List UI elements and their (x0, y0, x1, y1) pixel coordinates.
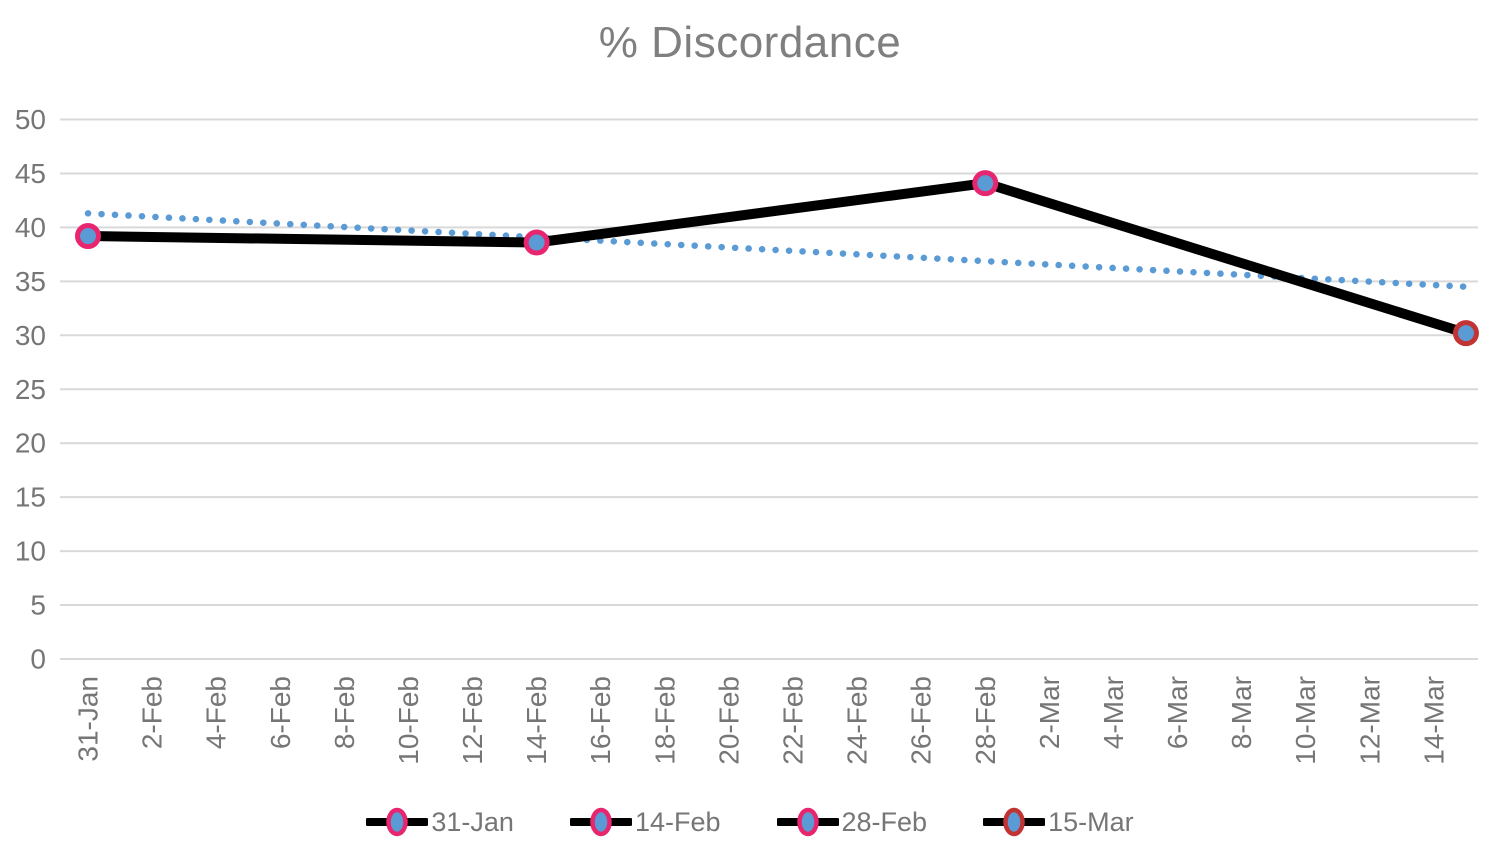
chart-legend: 31-Jan 14-Feb 28-Feb 15-Mar (0, 804, 1500, 840)
y-tick-label: 0 (30, 644, 46, 675)
x-tick-label: 16-Feb (585, 676, 616, 765)
legend-marker-icon (776, 807, 839, 837)
legend-item-14-feb: 14-Feb (569, 804, 721, 840)
data-point-marker-14-feb (523, 229, 550, 256)
legend-item-28-feb: 28-Feb (776, 804, 928, 840)
y-tick-label: 30 (15, 320, 46, 351)
x-tick-label: 14-Mar (1418, 676, 1449, 765)
x-tick-label: 14-Feb (521, 676, 552, 765)
y-tick-label: 35 (15, 266, 46, 297)
legend-marker-icon (569, 807, 632, 837)
series-line (83, 178, 1471, 339)
chart-title: % Discordance (598, 18, 902, 67)
y-tick-label: 25 (15, 374, 46, 405)
legend-label: 15-Mar (1048, 806, 1134, 837)
y-tick-label: 45 (15, 158, 46, 189)
x-tick-label: 22-Feb (778, 676, 809, 765)
y-tick-label: 5 (30, 590, 46, 621)
data-point-marker-28-feb (972, 170, 999, 197)
x-tick-label: 2-Feb (137, 676, 168, 749)
legend-label: 31-Jan (431, 806, 514, 837)
x-tick-label: 2-Mar (1034, 676, 1065, 749)
x-tick-label: 6-Mar (1162, 676, 1193, 749)
x-tick-label: 26-Feb (906, 676, 937, 765)
y-tick-label: 20 (15, 428, 46, 459)
x-tick-label: 12-Feb (457, 676, 488, 765)
x-tick-label: 6-Feb (265, 676, 296, 749)
legend-item-15-mar: 15-Mar (983, 804, 1134, 840)
legend-label: 28-Feb (841, 806, 928, 837)
x-tick-label: 24-Feb (842, 676, 873, 765)
x-tick-label: 8-Mar (1226, 676, 1257, 749)
trendline (84, 210, 1470, 290)
legend-label: 14-Feb (634, 806, 721, 837)
x-tick-label: 12-Mar (1354, 676, 1385, 765)
x-tick-label: 4-Feb (201, 676, 232, 749)
y-tick-label: 40 (15, 212, 46, 243)
x-tick-label: 10-Mar (1290, 676, 1321, 765)
y-tick-label: 15 (15, 482, 46, 513)
y-tick-label: 50 (15, 104, 46, 135)
x-tick-label: 18-Feb (649, 676, 680, 765)
x-tick-label: 31-Jan (73, 676, 104, 762)
legend-item-31-jan: 31-Jan (366, 804, 514, 840)
data-point-marker-15-mar (1452, 320, 1479, 347)
y-tick-label: 10 (15, 536, 46, 567)
x-tick-label: 28-Feb (970, 676, 1001, 765)
legend-marker-icon (366, 807, 429, 837)
legend-marker-icon (983, 807, 1046, 837)
x-tick-label: 20-Feb (713, 676, 744, 765)
x-tick-label: 4-Mar (1098, 676, 1129, 749)
x-tick-label: 10-Feb (393, 676, 424, 765)
x-tick-label: 8-Feb (329, 676, 360, 749)
data-point-marker-31-jan (75, 223, 101, 250)
